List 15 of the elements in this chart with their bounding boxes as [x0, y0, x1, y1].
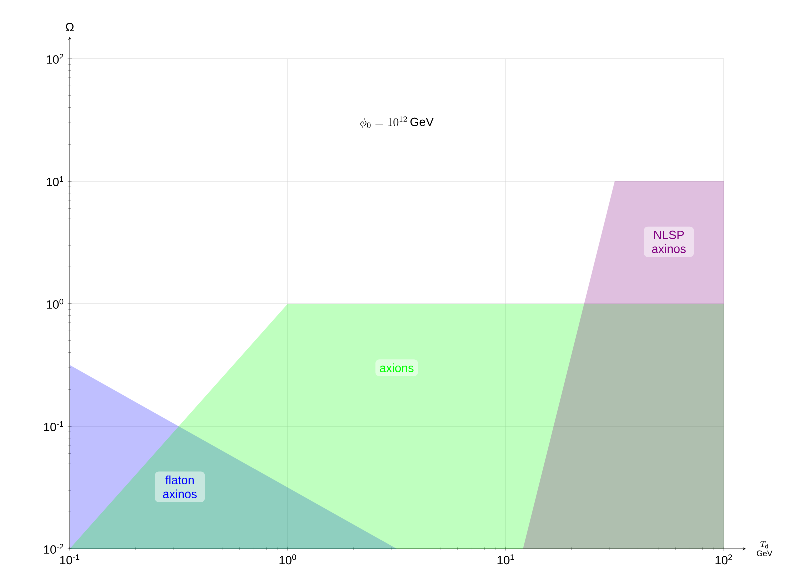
x-tick-label: 10$^{0}$: [280, 554, 296, 565]
x-axis-title: $\frac{T_{\mathrm{d}}}{\mathrm{GeV}}$: [756, 542, 773, 556]
series-label: axions: [380, 364, 414, 372]
annotation: $\phi_0 = 10^{12}\,\mathrm{GeV}$: [360, 116, 434, 129]
y-tick-label: 10$^{0}$: [47, 298, 64, 309]
y-tick-label: 10$^{2}$: [47, 54, 64, 64]
y-tick-label: 10$^{-1}$: [44, 422, 64, 432]
series-label: flaton axinos: [163, 476, 197, 498]
x-tick-label: 10$^{-1}$: [60, 554, 80, 565]
x-tick-label: 10$^{2}$: [716, 554, 732, 565]
y-tick-label: 10$^{1}$: [47, 176, 64, 186]
y-tick-label: 10$^{-2}$: [44, 544, 64, 554]
y-axis-title: Ω: [66, 23, 74, 32]
series-label: NLSP axinos: [652, 230, 686, 254]
x-tick-label: 10$^{1}$: [498, 554, 514, 565]
